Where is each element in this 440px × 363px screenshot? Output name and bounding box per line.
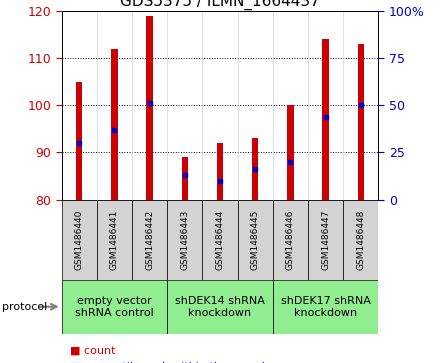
Bar — [287, 105, 293, 200]
Bar — [182, 157, 188, 200]
Text: ■ count: ■ count — [70, 345, 116, 355]
Bar — [132, 200, 167, 280]
Text: GSM1486447: GSM1486447 — [321, 209, 330, 270]
Text: GSM1486444: GSM1486444 — [216, 209, 224, 270]
Bar — [147, 16, 153, 200]
Text: GSM1486448: GSM1486448 — [356, 209, 365, 270]
Text: ■ percentile rank within the sample: ■ percentile rank within the sample — [70, 362, 272, 363]
Bar — [111, 49, 117, 200]
Bar — [273, 280, 378, 334]
Bar — [62, 280, 167, 334]
Text: GSM1486443: GSM1486443 — [180, 209, 189, 270]
Text: empty vector
shRNA control: empty vector shRNA control — [75, 296, 154, 318]
Bar — [217, 143, 223, 200]
Bar — [167, 280, 273, 334]
Bar — [62, 200, 97, 280]
Text: GSM1486445: GSM1486445 — [251, 209, 260, 270]
Bar — [167, 200, 202, 280]
Text: protocol: protocol — [2, 302, 48, 312]
Bar — [358, 44, 364, 200]
Bar — [308, 200, 343, 280]
Bar — [238, 200, 273, 280]
Bar — [323, 39, 329, 200]
Text: GSM1486442: GSM1486442 — [145, 209, 154, 270]
Bar — [273, 200, 308, 280]
Text: GSM1486446: GSM1486446 — [286, 209, 295, 270]
Bar — [76, 82, 82, 200]
Text: GSM1486441: GSM1486441 — [110, 209, 119, 270]
Bar — [202, 200, 238, 280]
Title: GDS5375 / ILMN_1664437: GDS5375 / ILMN_1664437 — [120, 0, 320, 9]
Bar — [343, 200, 378, 280]
Bar — [252, 138, 258, 200]
Bar — [97, 200, 132, 280]
Text: shDEK17 shRNA
knockdown: shDEK17 shRNA knockdown — [281, 296, 370, 318]
Text: GSM1486440: GSM1486440 — [75, 209, 84, 270]
Text: shDEK14 shRNA
knockdown: shDEK14 shRNA knockdown — [175, 296, 265, 318]
